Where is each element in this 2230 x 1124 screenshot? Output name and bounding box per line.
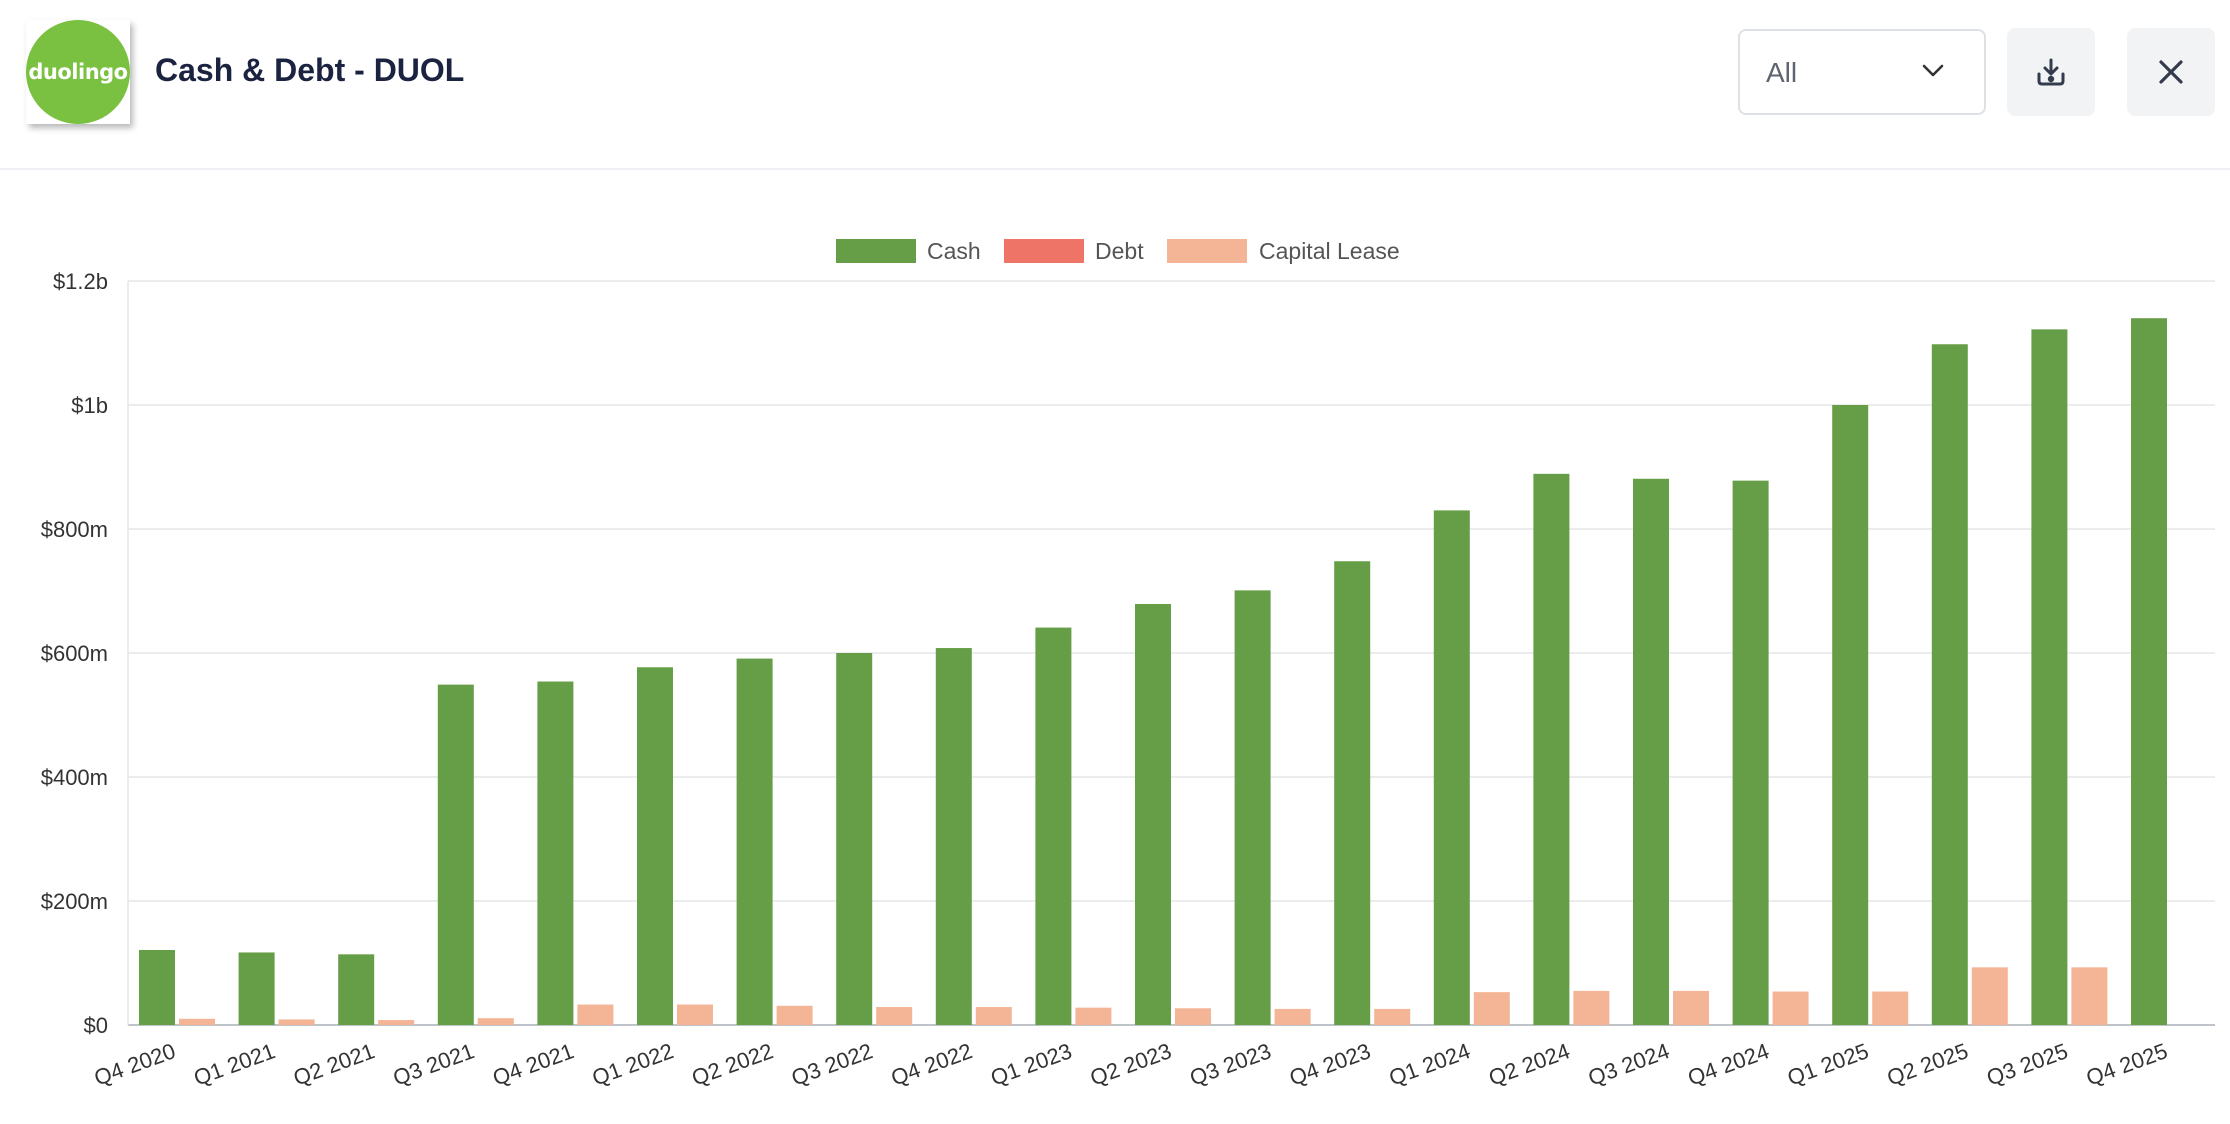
legend-label-cash: Cash [927,238,981,264]
bar-capital-lease [1971,967,2008,1025]
x-tick-label: Q3 2021 [390,1038,478,1090]
bar-capital-lease [677,1004,713,1025]
bar-cash [1035,627,1072,1025]
period-select[interactable]: All [1738,29,1986,115]
logo-text: duolingo [28,60,128,84]
bar-cash [935,648,972,1025]
bar-capital-lease [1573,990,1610,1025]
bar-cash [238,952,275,1025]
bar-capital-lease [1673,990,1709,1025]
bar-capital-lease [1772,991,1809,1025]
bar-cash [2031,329,2068,1025]
company-logo: duolingo [26,20,130,124]
bar-cash [437,684,474,1025]
bar-cash [1832,405,1869,1025]
x-tick-label: Q2 2024 [1485,1038,1573,1090]
bar-cash [637,667,673,1025]
y-tick-label: $0 [84,1013,108,1038]
legend-swatch-debt [1004,239,1084,263]
bar-capital-lease [876,1007,913,1025]
x-tick-label: Q4 2021 [489,1038,577,1090]
bar-capital-lease [1872,991,1909,1025]
bar-cash [338,954,375,1025]
y-tick-label: $400m [41,765,108,790]
close-icon [2159,60,2183,84]
bar-capital-lease [278,1019,315,1025]
bar-cash [836,653,873,1025]
bar-cash [1135,604,1171,1025]
bar-capital-lease [975,1007,1012,1025]
duolingo-logo-icon: duolingo [26,20,130,124]
legend-label-debt: Debt [1095,238,1144,264]
y-tick-label: $1.2b [53,269,108,294]
bar-cash [139,949,175,1025]
x-tick-label: Q4 2020 [91,1038,179,1090]
y-tick-label: $1b [71,393,108,418]
x-tick-label: Q2 2025 [1884,1038,1972,1090]
x-tick-label: Q1 2023 [987,1038,1075,1090]
x-tick-label: Q2 2021 [290,1038,378,1090]
legend-swatch-capital-lease [1167,239,1247,263]
header: duolingo Cash & Debt - DUOL All [0,0,2230,170]
bar-cash [736,658,773,1025]
bar-capital-lease [1175,1008,1211,1025]
x-tick-label: Q1 2022 [589,1038,677,1090]
page-title: Cash & Debt - DUOL [155,52,465,88]
x-tick-label: Q1 2021 [190,1038,278,1090]
bar-capital-lease [477,1018,514,1025]
x-tick-label: Q3 2024 [1585,1038,1673,1090]
y-tick-label: $600m [41,641,108,666]
x-tick-label: Q4 2024 [1684,1038,1772,1090]
period-select-value: All [1766,57,1798,88]
x-tick-label: Q3 2023 [1186,1038,1274,1090]
bar-cash [1334,561,1371,1025]
bar-cash [2131,318,2167,1025]
bar-capital-lease [2071,967,2108,1025]
download-button[interactable] [2007,28,2095,116]
close-button[interactable] [2127,28,2215,116]
download-icon [2037,58,2065,86]
bar-capital-lease [776,1005,813,1025]
legend-label-capital-lease: Capital Lease [1259,238,1400,264]
bar-cash [1533,473,1570,1025]
bar-cash [537,681,574,1025]
bar-capital-lease [1075,1007,1112,1025]
bar-capital-lease [1473,992,1510,1025]
bar-capital-lease [577,1004,614,1025]
bar-cash [1234,590,1271,1025]
x-tick-label: Q2 2022 [688,1038,776,1090]
x-tick-label: Q3 2022 [788,1038,876,1090]
x-tick-label: Q4 2022 [888,1038,976,1090]
x-tick-label: Q2 2023 [1087,1038,1175,1090]
bar-capital-lease [378,1020,415,1025]
bar-cash [1931,344,1968,1025]
x-tick-label: Q4 2023 [1286,1038,1374,1090]
bar-cash [1633,478,1669,1025]
y-tick-label: $200m [41,889,108,914]
bar-capital-lease [1374,1008,1411,1025]
x-tick-label: Q1 2025 [1784,1038,1872,1090]
bar-cash [1433,510,1470,1025]
bar-cash [1732,480,1769,1025]
x-tick-label: Q4 2025 [2083,1038,2171,1090]
legend-swatch-cash [836,239,916,263]
y-tick-label: $800m [41,517,108,542]
chevron-down-icon [1922,64,1944,77]
bar-capital-lease [1274,1008,1311,1025]
x-tick-label: Q3 2025 [1983,1038,2071,1090]
bar-capital-lease [179,1018,215,1025]
x-tick-label: Q1 2024 [1386,1038,1474,1090]
